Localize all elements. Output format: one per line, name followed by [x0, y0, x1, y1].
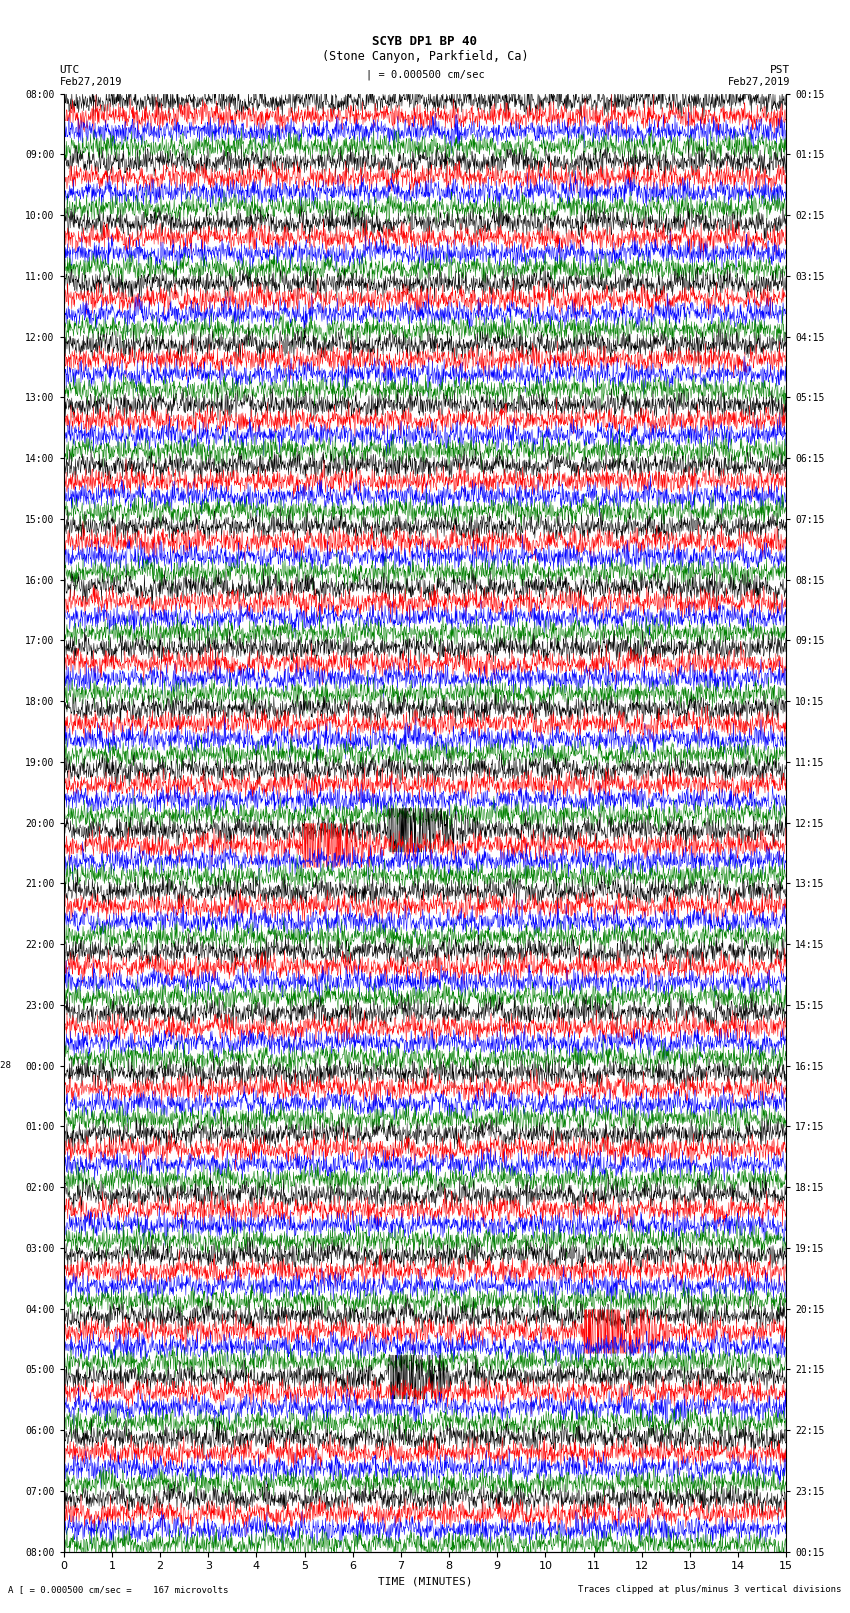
- Text: A [ = 0.000500 cm/sec =    167 microvolts: A [ = 0.000500 cm/sec = 167 microvolts: [8, 1584, 229, 1594]
- Text: Traces clipped at plus/minus 3 vertical divisions: Traces clipped at plus/minus 3 vertical …: [578, 1584, 842, 1594]
- Text: | = 0.000500 cm/sec: | = 0.000500 cm/sec: [366, 69, 484, 81]
- Text: UTC: UTC: [60, 65, 80, 74]
- Text: Feb27,2019: Feb27,2019: [728, 77, 791, 87]
- Text: Feb27,2019: Feb27,2019: [60, 77, 122, 87]
- Text: (Stone Canyon, Parkfield, Ca): (Stone Canyon, Parkfield, Ca): [321, 50, 529, 63]
- X-axis label: TIME (MINUTES): TIME (MINUTES): [377, 1578, 473, 1587]
- Text: Feb28: Feb28: [0, 1061, 11, 1069]
- Text: SCYB DP1 BP 40: SCYB DP1 BP 40: [372, 35, 478, 48]
- Text: PST: PST: [770, 65, 790, 74]
